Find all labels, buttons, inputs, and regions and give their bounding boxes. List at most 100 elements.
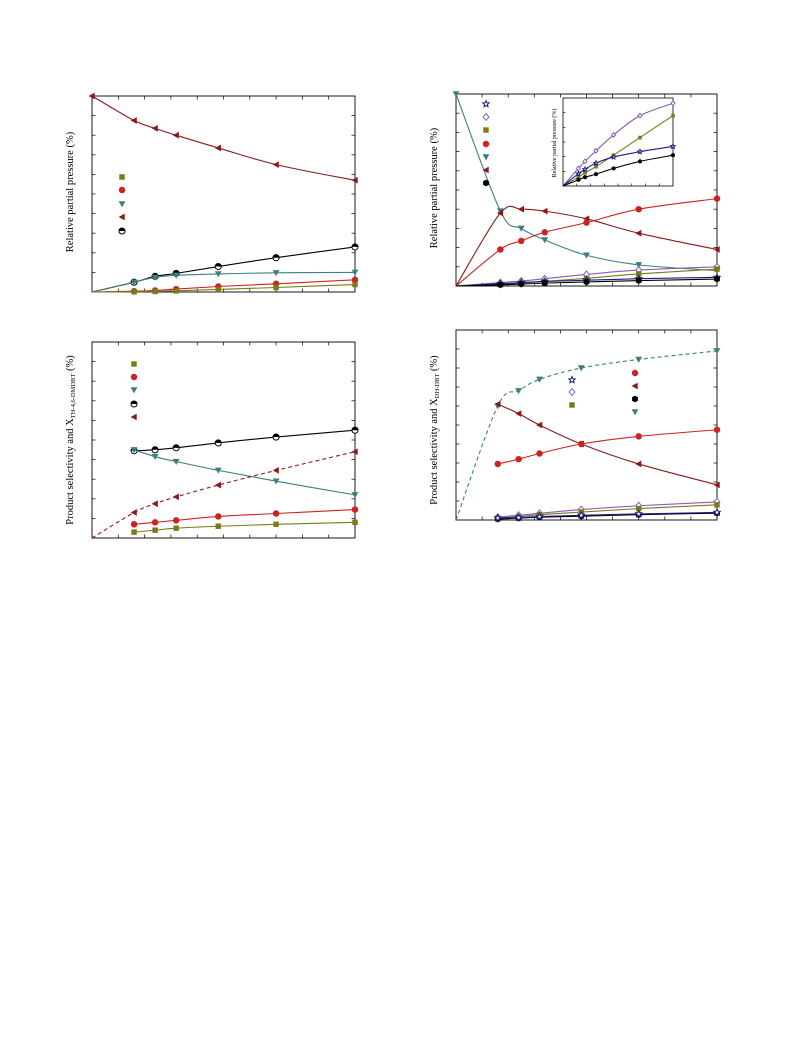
chart-a-series-3-point [130, 279, 138, 286]
chart-b-legend-marker-5 [482, 154, 490, 161]
chart-b-inset-ticks [563, 112, 660, 186]
chart-c-legend [130, 361, 138, 421]
chart-panel-c: Product selectivity and XTH-4,6-DMDBT (%… [65, 341, 359, 539]
chart-b-series-2-point [541, 207, 548, 215]
chart-d-series-1-point [577, 365, 585, 372]
chart-d-series-2-line [497, 403, 718, 486]
chart-a-series-5-point [215, 286, 221, 293]
chart-c-series-4-point [272, 510, 280, 517]
chart-c-ticks [92, 342, 355, 538]
chart-c-series-3-point [214, 481, 221, 489]
chart-b-series-2-point [496, 209, 504, 217]
chart-b-inset-series-2-point [638, 135, 642, 140]
chart-a-series-1-point [172, 131, 179, 139]
chart-d-series-7-point [493, 513, 503, 522]
chart-a-series-2-point [214, 262, 222, 271]
chart-b-series-5-point [635, 271, 642, 277]
chart-a-series-1-point [351, 176, 358, 184]
chart-b-inset-series-4-point [594, 171, 598, 177]
chart-c-series-5-point [352, 519, 358, 526]
chart-b-inset-series-1-point [637, 112, 643, 119]
chart-d-series-1-point [713, 348, 721, 355]
chart-b-series-1-point [541, 237, 549, 244]
chart-d-series-2 [494, 400, 720, 489]
chart-b-series-1-point [583, 252, 590, 259]
chart-c-series-3-point [272, 466, 279, 474]
chart-b-legend-marker-2 [482, 112, 490, 122]
chart-a-series-3-point [351, 269, 359, 276]
chart-c-series-5-point [173, 525, 179, 531]
chart-a-plot-frame [91, 95, 356, 293]
chart-d-series-3-point [515, 455, 522, 463]
chart-b-inset-ylabel: Relative partial pressure (%) [551, 109, 558, 178]
chart-d-series-5-point [714, 502, 720, 508]
chart-b-series-3-point [497, 246, 504, 253]
chart-d-series-7-point [634, 509, 644, 518]
chart-b-inset-series-1 [562, 100, 676, 187]
chart-d-ticks [456, 330, 717, 520]
chart-c-series-1-point [214, 439, 222, 447]
chart-c-series-2-point [151, 453, 159, 461]
chart-c-series-5-point [215, 523, 221, 529]
chart-c-ylabel-main: Product selectivity and X [65, 418, 76, 525]
chart-d-series-3-point [635, 433, 642, 440]
chart-b-inset-series-4-point [671, 152, 675, 158]
chart-c-series-2-point [351, 492, 359, 499]
chart-b-inset [562, 97, 677, 187]
chart-d-legend-marker-2 [568, 387, 576, 397]
chart-a-legend-marker-5 [118, 227, 126, 235]
chart-c-series-1 [130, 426, 359, 455]
chart-d-series-1-point [635, 356, 643, 363]
chart-b-ylabel: Relative partial pressure (%) [429, 127, 440, 248]
chart-b-inset-frame [562, 97, 674, 187]
chart-b-series-2 [455, 205, 720, 287]
chart-a-series-5-point [131, 289, 137, 295]
chart-b-legend-marker-7 [483, 179, 489, 187]
chart-c-ylabel: Product selectivity and XTH-4,6-DMDBT (%… [65, 355, 77, 525]
chart-b-series-2-point [713, 246, 720, 253]
chart-c-series-1-point [172, 444, 180, 452]
chart-c-series-5-line [134, 521, 356, 533]
chart-b-inset-series-2-point [583, 170, 587, 175]
chart-d-series-1-point [536, 376, 543, 383]
chart-d-legend-marker-3 [569, 402, 575, 408]
chart-c-series-5-point [131, 529, 137, 535]
chart-d-series-7-point [576, 510, 586, 520]
chart-c-series-1-point [151, 446, 159, 454]
chart-a-series-3-point [272, 270, 280, 277]
chart-d-ylabel-subscript: DH-DBT [434, 374, 441, 399]
chart-b-legend-marker-4 [482, 140, 490, 148]
chart-a-series-1-point [151, 124, 158, 132]
chart-b-inset-series-4 [562, 152, 675, 187]
chart-b-series-7-point [518, 280, 525, 288]
chart-a-series-1-point [214, 144, 221, 152]
chart-c-series-1-point [272, 433, 280, 441]
chart-c-series-1-point [351, 426, 359, 434]
chart-b-inset-series-4-point [611, 166, 616, 171]
chart-a-series-5-point [273, 284, 279, 291]
chart-d-series-5-line [497, 504, 718, 519]
chart-a-legend-marker-1 [119, 174, 125, 180]
chart-b-inset-series-3-point [574, 170, 582, 177]
chart-d-series-7-point [535, 511, 544, 521]
chart-b-series-7 [455, 275, 720, 289]
chart-a-series-3-point [214, 271, 222, 278]
chart-c-series-5 [131, 519, 358, 535]
chart-a-series-3 [91, 269, 359, 293]
chart-c-series-4-line [134, 509, 356, 525]
chart-b-legend-marker-6 [482, 166, 489, 174]
chart-d-series-7-point [514, 512, 524, 522]
chart-d-series-3-point [536, 450, 543, 457]
chart-b-series-1-point [452, 91, 460, 98]
chart-panel-a: Relative partial pressure (%) [65, 92, 359, 295]
chart-c-plot-frame [91, 341, 356, 539]
chart-d-series-3 [494, 426, 721, 468]
chart-d-ylabel-unit: (%) [429, 355, 440, 374]
chart-c-series-4-point [151, 519, 159, 526]
chart-d-legend-marker-7 [631, 409, 639, 416]
chart-a-ylabel: Relative partial pressure (%) [65, 131, 76, 252]
chart-a-series-1-line [91, 95, 356, 181]
chart-a-series-1-point [130, 117, 137, 124]
chart-c-series-2-point [272, 478, 280, 485]
